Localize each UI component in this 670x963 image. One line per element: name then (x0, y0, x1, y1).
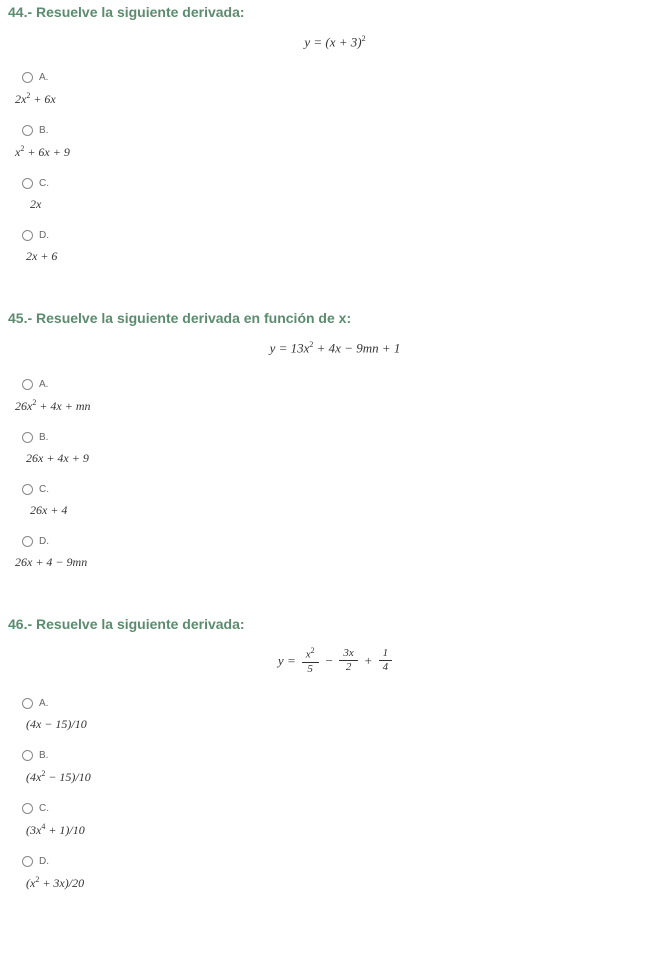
option-letter: C. (39, 178, 49, 189)
option-letter: C. (39, 484, 49, 495)
equation-display: y =x25−3x2+14 (0, 646, 670, 676)
radio-icon[interactable] (22, 803, 33, 814)
option-row[interactable]: C. (0, 174, 670, 193)
option-letter: B. (39, 750, 48, 761)
option-row[interactable]: D. (0, 226, 670, 245)
option-answer: 2x (0, 193, 670, 226)
option-answer: 26x + 4x + 9 (0, 447, 670, 480)
question-title: 44.- Resuelve la siguiente derivada: (0, 0, 670, 24)
radio-icon[interactable] (22, 750, 33, 761)
option-letter: B. (39, 125, 48, 136)
option-answer: (4x − 15)/10 (0, 713, 670, 746)
option-row[interactable]: D. (0, 852, 670, 871)
option-row[interactable]: A. (0, 694, 670, 713)
radio-icon[interactable] (22, 432, 33, 443)
option-row[interactable]: C. (0, 480, 670, 499)
question-title: 46.- Resuelve la siguiente derivada: (0, 612, 670, 636)
question-block-46: 46.- Resuelve la siguiente derivada: y =x… (0, 612, 670, 905)
question-title: 45.- Resuelve la siguiente derivada en f… (0, 306, 670, 330)
option-answer: 2x2 + 6x (0, 87, 670, 121)
option-letter: A. (39, 698, 48, 709)
radio-icon[interactable] (22, 856, 33, 867)
radio-icon[interactable] (22, 536, 33, 547)
option-row[interactable]: B. (0, 746, 670, 765)
option-row[interactable]: A. (0, 375, 670, 394)
radio-icon[interactable] (22, 379, 33, 390)
option-answer: 26x2 + 4x + mn (0, 394, 670, 428)
option-answer: (4x2 − 15)/10 (0, 765, 670, 799)
option-row[interactable]: C. (0, 799, 670, 818)
option-letter: D. (39, 230, 49, 241)
radio-icon[interactable] (22, 698, 33, 709)
option-answer: 2x + 6 (0, 245, 670, 278)
option-letter: D. (39, 536, 49, 547)
question-block-45: 45.- Resuelve la siguiente derivada en f… (0, 306, 670, 583)
option-letter: B. (39, 432, 48, 443)
option-row[interactable]: B. (0, 428, 670, 447)
question-block-44: 44.- Resuelve la siguiente derivada: y = … (0, 0, 670, 278)
radio-icon[interactable] (22, 230, 33, 241)
option-letter: D. (39, 856, 49, 867)
radio-icon[interactable] (22, 72, 33, 83)
option-letter: C. (39, 803, 49, 814)
radio-icon[interactable] (22, 178, 33, 189)
equation-display: y = 13x2 + 4x − 9mn + 1 (0, 340, 670, 356)
radio-icon[interactable] (22, 484, 33, 495)
option-answer: 26x + 4 (0, 499, 670, 532)
option-row[interactable]: A. (0, 68, 670, 87)
option-answer: x2 + 6x + 9 (0, 140, 670, 174)
option-answer: (3x4 + 1)/10 (0, 818, 670, 852)
option-letter: A. (39, 379, 48, 390)
option-letter: A. (39, 72, 48, 83)
option-answer: (x2 + 3x)/20 (0, 871, 670, 905)
option-answer: 26x + 4 − 9mn (0, 551, 670, 584)
option-row[interactable]: B. (0, 121, 670, 140)
option-row[interactable]: D. (0, 532, 670, 551)
equation-display: y = (x + 3)2 (0, 34, 670, 50)
radio-icon[interactable] (22, 125, 33, 136)
